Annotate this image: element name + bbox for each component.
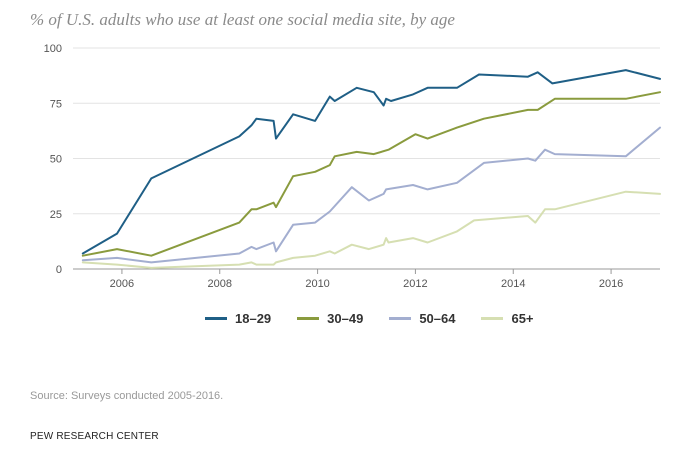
series-line-18–29	[81, 69, 661, 255]
x-axis-ticks: 2006 2008 2010 2012 2014 2016	[110, 269, 623, 290]
source-note: Source: Surveys conducted 2005-2016.	[30, 390, 224, 402]
legend-swatch	[389, 317, 412, 320]
series-line-30–49	[81, 91, 661, 257]
series-line-65+	[81, 190, 661, 269]
y-tick-label: 75	[50, 98, 62, 110]
series-line-50–64	[81, 126, 661, 264]
y-tick-label: 100	[44, 43, 62, 55]
line-chart: 0 25 50 75 100 2006 2008 2010 2012 2014 2016	[44, 43, 661, 290]
legend-label: 50–64	[419, 311, 456, 326]
y-tick-label: 0	[56, 264, 62, 276]
legend-label: 18–29	[235, 311, 272, 326]
x-tick-label: 2006	[110, 278, 134, 290]
credit-line: PEW RESEARCH CENTER	[30, 431, 159, 442]
y-tick-label: 50	[50, 154, 62, 166]
gridlines	[73, 47, 660, 270]
legend-item-18-29: 18–29	[205, 311, 271, 326]
chart-title: % of U.S. adults who use at least one so…	[30, 10, 455, 29]
x-tick-label: 2010	[305, 278, 329, 290]
legend-item-30-49: 30–49	[297, 311, 363, 326]
legend-swatch	[481, 317, 504, 320]
legend-item-50-64: 50–64	[389, 311, 455, 326]
legend: 18–29 30–49 50–64 65+	[205, 311, 534, 326]
legend-label: 65+	[511, 311, 534, 326]
legend-swatch	[297, 317, 320, 320]
x-tick-label: 2012	[403, 278, 427, 290]
legend-item-65-plus: 65+	[481, 311, 534, 326]
x-tick-label: 2014	[501, 278, 525, 290]
x-tick-label: 2008	[208, 278, 232, 290]
legend-label: 30–49	[327, 311, 364, 326]
series-lines	[81, 69, 661, 269]
legend-swatch	[205, 317, 227, 320]
y-tick-label: 25	[50, 209, 62, 221]
x-tick-label: 2016	[599, 278, 623, 290]
y-axis-ticks: 0 25 50 75 100	[44, 43, 62, 276]
